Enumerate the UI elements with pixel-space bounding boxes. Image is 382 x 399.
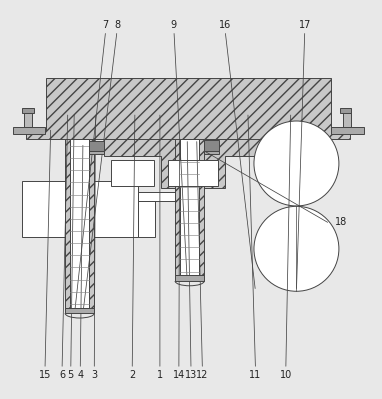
Bar xyxy=(22,109,34,113)
Bar xyxy=(13,127,45,134)
Text: 5: 5 xyxy=(68,370,74,380)
Bar xyxy=(138,192,187,201)
Text: 11: 11 xyxy=(249,370,262,380)
Polygon shape xyxy=(26,78,350,156)
Bar xyxy=(89,151,104,154)
Text: 17: 17 xyxy=(299,20,311,30)
Bar xyxy=(340,109,351,113)
Text: 14: 14 xyxy=(173,370,185,380)
Text: 3: 3 xyxy=(91,370,97,380)
Bar xyxy=(138,201,155,237)
Bar xyxy=(89,139,94,308)
Bar xyxy=(199,139,204,275)
Bar xyxy=(89,141,104,151)
Bar xyxy=(180,139,199,275)
Text: 2: 2 xyxy=(129,370,135,380)
Text: 6: 6 xyxy=(59,370,65,380)
Bar xyxy=(24,113,32,127)
Circle shape xyxy=(254,206,339,291)
Bar xyxy=(204,140,219,151)
Bar xyxy=(65,308,94,313)
Bar xyxy=(175,139,180,275)
Text: 12: 12 xyxy=(196,370,209,380)
Text: 10: 10 xyxy=(280,370,292,380)
Text: 1: 1 xyxy=(157,370,163,380)
Bar xyxy=(65,139,70,308)
Text: 4: 4 xyxy=(77,370,83,380)
Text: 15: 15 xyxy=(39,370,51,380)
Bar xyxy=(175,275,204,281)
Bar xyxy=(343,113,351,127)
Bar xyxy=(22,181,138,237)
Text: 16: 16 xyxy=(219,20,231,30)
Bar xyxy=(168,160,217,186)
Bar xyxy=(112,160,154,186)
Text: 7: 7 xyxy=(102,20,109,30)
Text: 9: 9 xyxy=(171,20,177,30)
Text: 13: 13 xyxy=(185,370,197,380)
Bar xyxy=(204,151,219,154)
Polygon shape xyxy=(104,139,270,188)
Bar xyxy=(70,139,89,308)
Text: 18: 18 xyxy=(335,217,347,227)
Bar xyxy=(331,127,364,134)
Circle shape xyxy=(254,121,339,206)
Text: 8: 8 xyxy=(114,20,120,30)
